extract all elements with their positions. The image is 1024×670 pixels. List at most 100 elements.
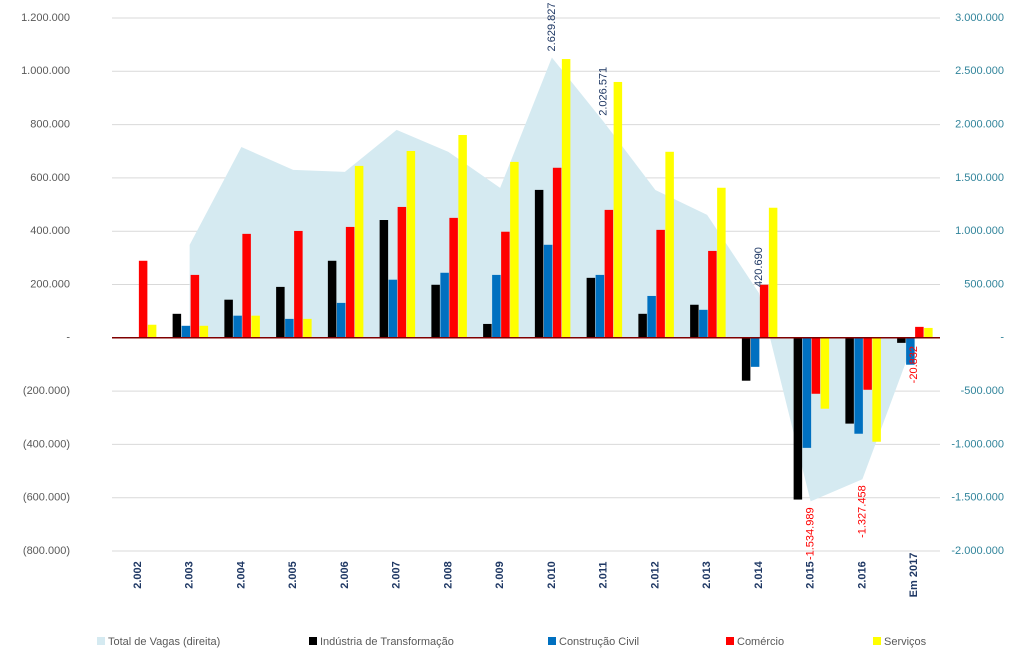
y-tick-label: (200.000) — [23, 385, 70, 397]
x-tick-label: 2.005 — [287, 561, 299, 589]
y2-tick-label: 1.500.000 — [955, 172, 1004, 184]
bar — [647, 295, 656, 338]
bar — [190, 274, 200, 338]
bar — [604, 209, 614, 338]
bar — [820, 337, 830, 409]
y2-tick-label: 3.000.000 — [955, 12, 1004, 24]
bar — [665, 151, 674, 338]
bar — [224, 299, 233, 338]
x-tick-label: 2.011 — [598, 562, 610, 589]
bar — [406, 150, 416, 338]
y2-tick-label: 2.000.000 — [955, 119, 1004, 131]
x-tick-label: 2.014 — [753, 560, 765, 588]
bar — [656, 229, 665, 338]
bar — [458, 134, 467, 338]
bar — [586, 277, 596, 338]
x-tick-label: 2.012 — [649, 561, 661, 589]
bar — [854, 337, 863, 434]
bar — [181, 325, 191, 338]
bar — [863, 337, 872, 390]
y-tick-label: 800.000 — [30, 119, 70, 131]
value-label: -20.832 — [908, 346, 920, 383]
bar — [811, 337, 821, 394]
bar — [552, 167, 562, 338]
bar — [242, 233, 251, 338]
bar — [276, 286, 285, 338]
bar — [543, 244, 553, 338]
y2-tick-label: -1.000.000 — [951, 438, 1004, 450]
bar — [172, 313, 182, 338]
bar — [759, 284, 769, 338]
bar — [561, 59, 571, 338]
x-tick-label: 2.006 — [339, 561, 351, 589]
bar — [431, 284, 440, 338]
bar — [294, 230, 303, 338]
y-tick-label: 200.000 — [30, 278, 70, 290]
y-tick-label: (800.000) — [23, 545, 70, 557]
bar — [440, 272, 449, 338]
bar — [802, 337, 812, 448]
bar — [534, 189, 544, 338]
bar — [793, 337, 803, 500]
legend-swatch — [97, 637, 105, 645]
x-tick-label: 2.007 — [391, 561, 403, 589]
bar — [897, 337, 906, 343]
y-tick-label: (600.000) — [23, 492, 70, 504]
bar — [708, 250, 717, 338]
x-tick-label: 2.003 — [184, 561, 196, 589]
bar — [199, 325, 209, 338]
bar — [768, 207, 778, 338]
bar — [638, 313, 647, 338]
x-tick-label: 2.016 — [856, 561, 868, 589]
value-label: 2.629.827 — [546, 3, 558, 52]
x-tick-label: Em 2017 — [908, 553, 920, 598]
bar — [872, 337, 881, 442]
bar — [388, 279, 398, 338]
bar — [492, 274, 501, 338]
bar — [285, 318, 294, 338]
x-tick-label: 2.002 — [132, 561, 144, 589]
bar — [924, 327, 933, 338]
bar — [595, 274, 605, 338]
bar — [303, 318, 312, 338]
y-tick-label: (400.000) — [23, 438, 70, 450]
value-label: -1.534.989 — [805, 507, 817, 560]
legend-swatch — [726, 637, 734, 645]
bar — [699, 309, 708, 338]
y2-tick-label: - — [1000, 332, 1004, 344]
y2-tick-label: 1.000.000 — [955, 225, 1004, 237]
bar — [690, 304, 699, 338]
bar — [613, 81, 623, 338]
bar — [251, 315, 260, 338]
bar — [750, 337, 760, 367]
legend-label: Serviços — [884, 636, 927, 648]
x-tick-label: 2.004 — [235, 560, 247, 588]
y-tick-label: 1.200.000 — [21, 12, 70, 24]
x-tick-label: 2.013 — [701, 561, 713, 589]
bar — [510, 161, 519, 338]
value-label: 420.690 — [753, 247, 765, 287]
x-tick-label: 2.015 — [805, 561, 817, 589]
y2-tick-label: -500.000 — [961, 385, 1004, 397]
bar — [845, 337, 854, 424]
legend-label: Construção Civil — [559, 636, 639, 648]
value-label: 2.026.571 — [598, 67, 610, 116]
y-tick-label: 600.000 — [30, 172, 70, 184]
y2-tick-label: 2.500.000 — [955, 65, 1004, 77]
x-tick-label: 2.008 — [442, 561, 454, 589]
legend-swatch — [548, 637, 556, 645]
legend-swatch — [873, 637, 881, 645]
legend-label: Total de Vagas (direita) — [108, 636, 220, 648]
bar — [138, 260, 148, 338]
x-tick-label: 2.009 — [494, 561, 506, 589]
x-tick-label: 2.010 — [546, 561, 558, 589]
bar — [147, 324, 157, 338]
legend-label: Indústria de Transformação — [320, 636, 454, 648]
bar — [397, 206, 407, 338]
y-tick-label: 400.000 — [30, 225, 70, 237]
y2-tick-label: -2.000.000 — [951, 545, 1004, 557]
y-tick-label: - — [66, 332, 70, 344]
bar — [915, 326, 924, 338]
bar — [449, 217, 458, 338]
